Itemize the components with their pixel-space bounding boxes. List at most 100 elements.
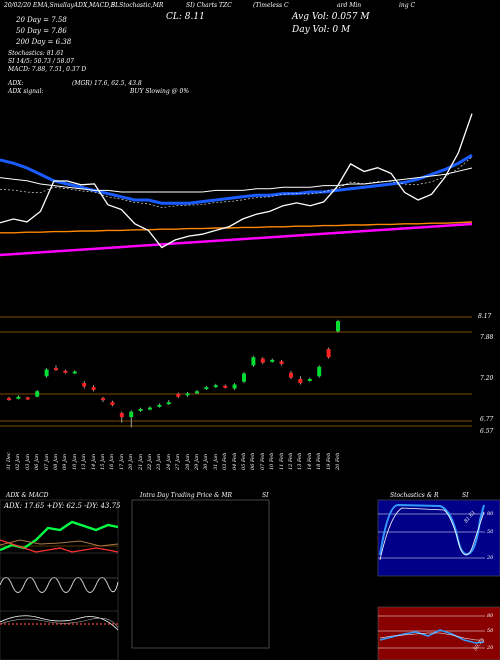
minus-di-line [0,539,119,553]
date-label-27: 07 Feb [259,452,266,470]
close-price: CL: 8.11 [166,12,205,22]
ema20-line [0,153,473,205]
adx-values: (MGR) 17.6, 62.5, 43.8 [72,80,142,87]
adx-panel-title: ADX & MACD [6,492,49,499]
intraday-panel-si: SI [262,492,269,499]
candle-body-25 [242,373,246,382]
date-label-21: 30 Jan [203,453,210,470]
date-label-0: 31 Dec [6,452,12,470]
price-label-4: 6.77 [480,416,494,423]
header-line1: 20/02/20 EMA,SmallayADX,MACD,B [4,2,116,9]
ema50-label: 50 Day = 7.86 [16,27,67,35]
si-level-20: 20 [487,645,494,651]
candle-body-35 [336,321,340,332]
date-label-12: 17 Jan [118,453,125,470]
candle-body-6 [63,370,68,373]
date-label-24: 04 Feb [231,452,238,470]
candle-body-13 [129,411,134,418]
header-line1d: (Timeless C [253,2,289,9]
adx-signal-label: ADX signal: [8,88,44,95]
date-label-11: 16 Jan [109,453,116,470]
date-label-34: 19 Feb [325,452,332,470]
candle-body-16 [157,404,162,407]
ema20-label: 20 Day = 7.58 [16,16,67,24]
date-label-17: 24 Jan [165,453,172,470]
candle-body-7 [72,371,77,374]
date-label-4: 07 Jan [43,453,50,470]
candle-body-5 [54,368,58,371]
stoch-panel [377,499,500,577]
price-label-3: 7.20 [480,375,494,382]
dotted-line [0,156,473,208]
date-label-18: 27 Jan [175,453,182,470]
date-label-35: 20 Feb [335,452,341,470]
candle-body-23 [223,385,228,388]
adx-oscillator-line [0,577,119,593]
adx-panel-readout: ADX: 17.65 +DY: 62.5 -DY: 43.75 [4,502,121,510]
ema200-line [0,222,473,257]
date-label-29: 11 Feb [278,452,285,470]
header-line1f: ing C [399,2,416,9]
stoch-panel-title: Stochastics & R [390,492,439,499]
date-label-2: 03 Jan [24,453,31,470]
candle-body-34 [326,349,331,358]
candle-body-32 [307,378,312,381]
candle-body-4 [44,369,49,377]
candle-body-21 [204,387,209,390]
date-label-5: 08 Jan [53,453,59,470]
orange-line [0,221,473,234]
price-label-5: 6.57 [480,428,494,435]
price-label-1: 8.17 [478,313,492,320]
ema50-line [0,167,473,193]
stoch-level-20: 20 [487,555,494,561]
candle-body-26 [251,357,256,366]
date-label-14: 21 Jan [137,453,144,470]
adx-line [0,539,119,547]
date-label-19: 28 Jan [184,453,191,470]
si-panel [377,606,500,660]
candle-body-20 [195,391,199,394]
date-label-13: 20 Jan [128,453,135,470]
candle-body-24 [232,384,237,389]
date-label-8: 13 Jan [81,453,88,470]
date-label-20: 29 Jan [194,453,200,470]
candle-body-17 [166,402,171,405]
header-line1b: SLStochastic,MR [111,2,164,9]
candle-body-29 [279,361,284,365]
candle-body-8 [82,383,87,387]
candle-body-31 [298,378,303,384]
header-line1e: ard Min [337,2,362,9]
intraday-panel-title: Intra Day Trading Price & MR [140,492,233,499]
buy-signal: BUY Slowing @ 0% [130,88,190,95]
date-label-25: 05 Feb [241,452,247,470]
date-label-33: 18 Feb [316,452,323,470]
candle-body-2 [25,397,30,400]
stoch-d-line [379,507,485,561]
candle-body-30 [289,372,293,378]
date-label-1: 02 Jan [15,453,22,470]
adx-label: ADX: [8,80,24,87]
header-line1c: SI) Charts TZC [186,2,232,9]
price-label-2: 7.88 [480,334,494,341]
intraday-panel [131,499,270,649]
stoch-level-80: 80 [487,511,494,517]
candle-body-28 [270,359,275,362]
candle-body-3 [35,391,40,397]
ema200-label: 200 Day = 6.38 [16,38,72,46]
si-level-50: 50 [487,628,494,634]
macd-signal-line [0,617,119,629]
date-label-30: 12 Feb [288,452,294,470]
date-label-7: 10 Jan [71,453,78,470]
candle-body-12 [119,413,124,418]
candle-body-10 [101,398,105,401]
stoch-panel-si: SI [462,492,469,499]
candle-body-1 [16,396,21,399]
date-label-22: 31 Jan [212,453,219,470]
date-label-23: 03 Feb [222,452,229,470]
date-label-3: 06 Jan [34,453,41,470]
candle-body-14 [138,408,143,411]
date-label-6: 09 Jan [62,453,69,470]
candle-body-22 [213,385,218,388]
si-level-80: 80 [487,613,494,619]
